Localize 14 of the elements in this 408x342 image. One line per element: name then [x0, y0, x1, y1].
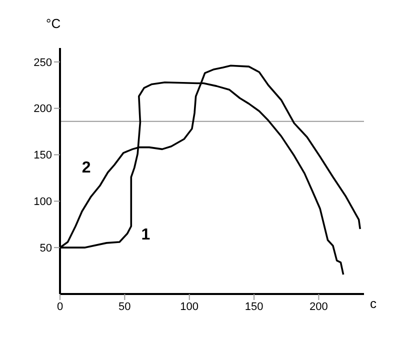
y-axis-title: °C — [46, 16, 61, 31]
series-label: 2 — [82, 159, 91, 176]
y-tick-label: 150 — [34, 150, 52, 162]
y-tick-label: 200 — [34, 103, 52, 116]
y-tick-label: 250 — [34, 56, 52, 69]
x-tick-label: 50 — [118, 300, 131, 313]
x-tick-label: 0 — [56, 300, 64, 313]
x-tick-label: 150 — [244, 300, 264, 313]
x-tick-label: 100 — [180, 300, 199, 313]
y-tick-label: 100 — [34, 196, 52, 208]
x-axis-title: c — [370, 296, 377, 311]
series-label: 1 — [141, 226, 150, 244]
y-tick-label: 50 — [40, 242, 52, 254]
x-tick-label: 200 — [310, 300, 328, 313]
